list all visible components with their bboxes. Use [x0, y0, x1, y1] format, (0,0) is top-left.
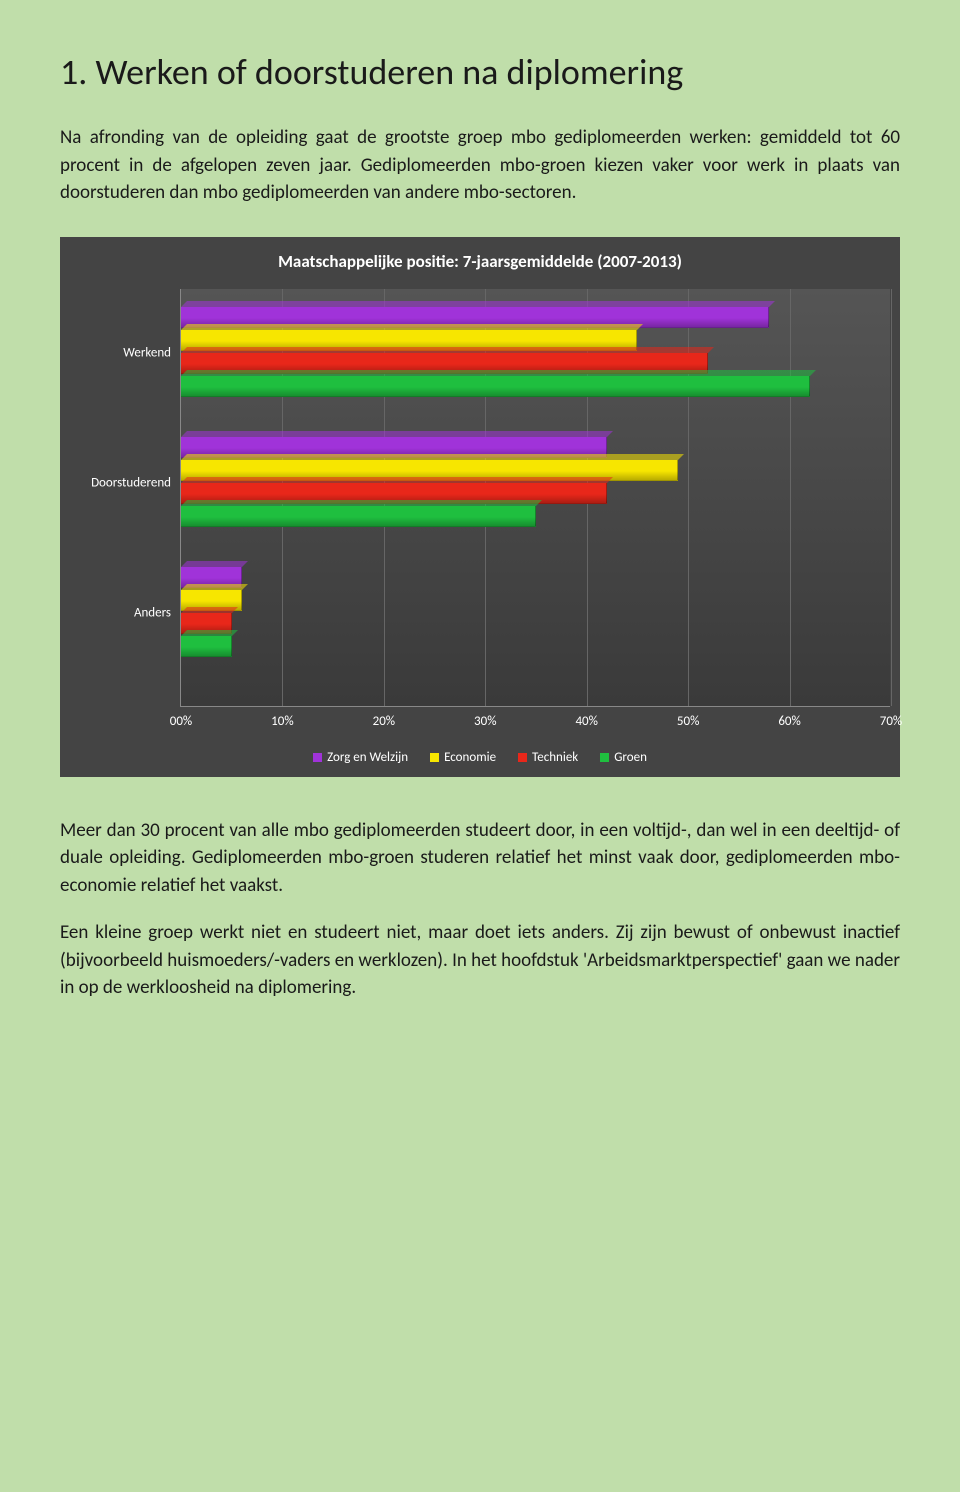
page-heading: 1. Werken of doorstuderen na diplomering	[60, 50, 900, 94]
bar	[181, 506, 536, 527]
chart-title: Maatschappelijke positie: 7-jaarsgemidde…	[60, 251, 900, 272]
x-tick-label: 20%	[373, 714, 395, 729]
legend-item: Groen	[600, 750, 647, 765]
y-category-label: Anders	[134, 605, 171, 620]
legend-swatch	[600, 753, 609, 762]
x-tick-label: 60%	[778, 714, 800, 729]
legend-label: Techniek	[532, 750, 578, 765]
x-tick-label: 50%	[677, 714, 699, 729]
legend-swatch	[313, 753, 322, 762]
legend-item: Zorg en Welzijn	[313, 750, 408, 765]
chart-plot-area: 00%10%20%30%40%50%60%70%WerkendDoorstude…	[180, 289, 890, 707]
x-tick-label: 30%	[474, 714, 496, 729]
legend-label: Economie	[444, 750, 496, 765]
paragraph-body-2: Een kleine groep werkt niet en studeert …	[60, 919, 900, 1002]
legend-swatch	[518, 753, 527, 762]
legend-item: Economie	[430, 750, 496, 765]
gridline	[790, 289, 791, 706]
x-tick-label: 10%	[271, 714, 293, 729]
x-tick-label: 40%	[575, 714, 597, 729]
bar	[181, 376, 810, 397]
y-category-label: Werkend	[123, 345, 171, 360]
legend-swatch	[430, 753, 439, 762]
paragraph-body-1: Meer dan 30 procent van alle mbo gediplo…	[60, 817, 900, 900]
legend-item: Techniek	[518, 750, 578, 765]
paragraph-intro-1: Na afronding van de opleiding gaat de gr…	[60, 124, 900, 207]
chart-container: Maatschappelijke positie: 7-jaarsgemidde…	[60, 237, 900, 777]
gridline	[891, 289, 892, 706]
chart-legend: Zorg en Welzijn Economie Techniek Groen	[60, 750, 900, 765]
bar	[181, 636, 232, 657]
x-tick-label: 00%	[170, 714, 192, 729]
x-tick-label: 70%	[880, 714, 902, 729]
y-category-label: Doorstuderend	[91, 475, 171, 490]
legend-label: Zorg en Welzijn	[327, 750, 408, 765]
legend-label: Groen	[614, 750, 647, 765]
